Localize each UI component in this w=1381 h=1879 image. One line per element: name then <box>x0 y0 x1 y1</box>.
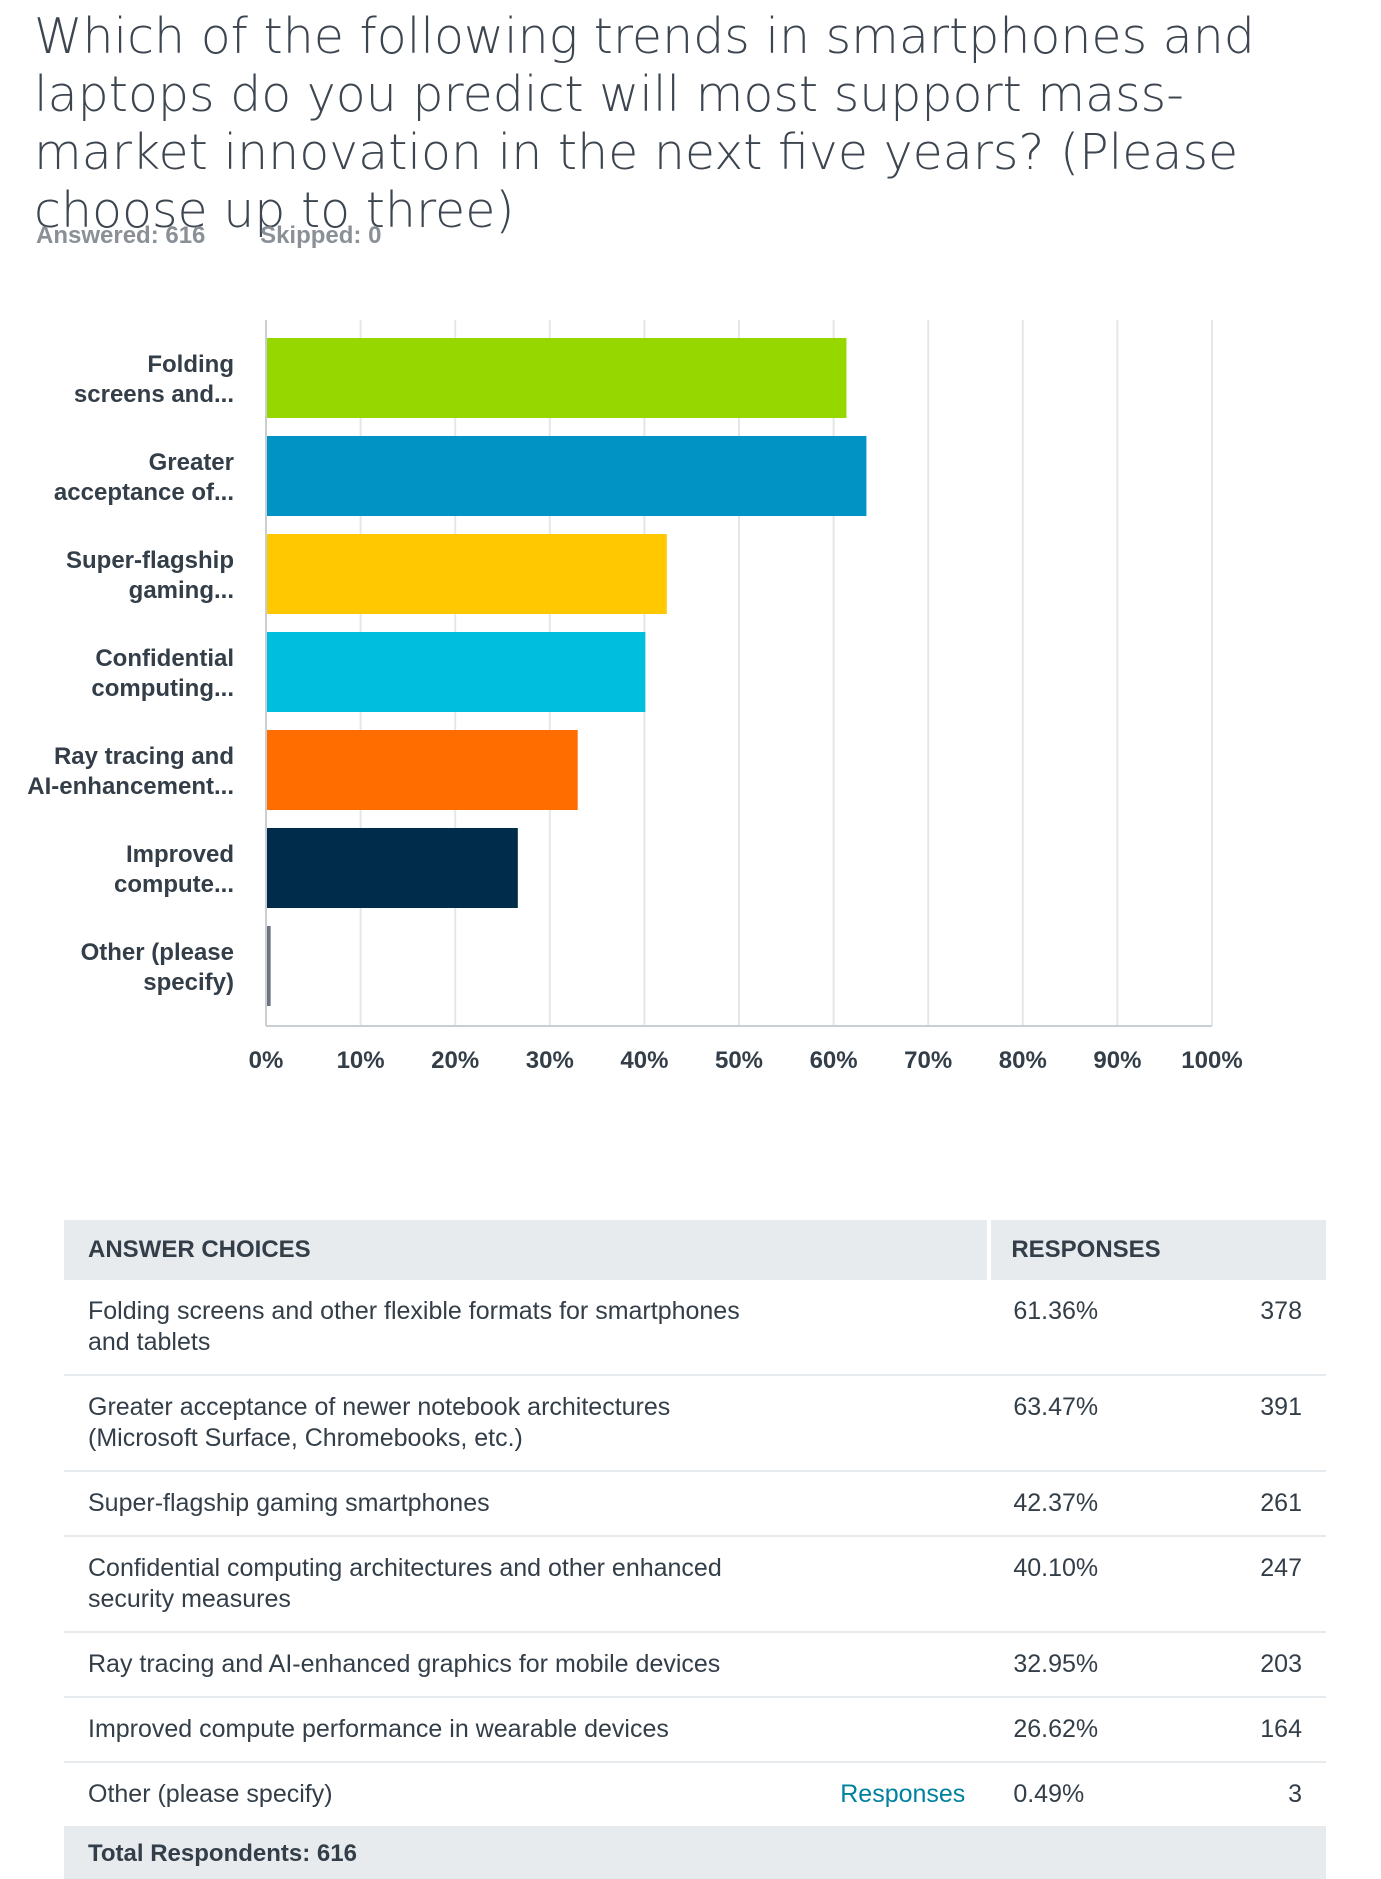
category-label: Greater acceptance of... <box>54 449 234 506</box>
table-header-row: ANSWER CHOICES RESPONSES <box>64 1220 1326 1280</box>
row-link-cell <box>774 1632 990 1698</box>
answer-choice: Confidential computing architectures and… <box>64 1536 775 1633</box>
response-percent: 42.37% <box>989 1471 1184 1537</box>
category-label: Confidential computing... <box>91 645 234 702</box>
responses-link[interactable]: Responses <box>840 1780 966 1808</box>
row-link-cell <box>774 1697 990 1763</box>
table-row: Greater acceptance of newer notebook arc… <box>64 1375 1326 1472</box>
table-row: Folding screens and other flexible forma… <box>64 1280 1326 1376</box>
x-tick-label: 10% <box>337 1047 385 1074</box>
bar <box>266 632 646 712</box>
answer-choice: Improved compute performance in wearable… <box>64 1697 775 1763</box>
x-tick-label: 30% <box>526 1047 574 1074</box>
total-respondents: Total Respondents: 616 <box>64 1827 1326 1879</box>
bar-chart: Folding screens and... Greater acceptance o… <box>27 320 1243 1074</box>
answers-table: ANSWER CHOICES RESPONSES Folding screens… <box>64 1220 1326 1879</box>
response-count: 247 <box>1183 1536 1326 1633</box>
response-percent: 0.49% <box>989 1762 1184 1828</box>
x-tick-label: 100% <box>1181 1047 1242 1074</box>
row-link-cell <box>774 1471 990 1537</box>
response-count: 378 <box>1183 1280 1326 1376</box>
response-count: 3 <box>1183 1762 1326 1828</box>
row-link-cell <box>774 1375 990 1472</box>
table-row: Improved compute performance in wearable… <box>64 1697 1326 1763</box>
response-count: 391 <box>1183 1375 1326 1472</box>
response-count: 203 <box>1183 1632 1326 1698</box>
answered-count: Answered: 616 <box>36 222 206 249</box>
x-tick-label: 90% <box>1093 1047 1141 1074</box>
response-percent: 40.10% <box>989 1536 1184 1633</box>
question-title: Which of the following trends in smartph… <box>34 8 1255 239</box>
bar <box>266 534 667 614</box>
bar <box>266 926 271 1006</box>
response-count: 261 <box>1183 1471 1326 1537</box>
x-tick-label: 20% <box>431 1047 479 1074</box>
row-link-cell: Responses <box>774 1762 990 1828</box>
table-row: Confidential computing architectures and… <box>64 1536 1326 1633</box>
x-tick-label: 60% <box>810 1047 858 1074</box>
bar <box>266 828 518 908</box>
x-tick-label: 70% <box>904 1047 952 1074</box>
category-label: Super-flagship gaming... <box>66 547 234 604</box>
table-row: Super-flagship gaming smartphones 42.37% 2… <box>64 1471 1326 1537</box>
x-tick-label: 0% <box>249 1047 284 1074</box>
bar <box>266 730 578 810</box>
table-row: Other (please specify) Responses 0.49% 3 <box>64 1762 1326 1828</box>
row-link-cell <box>774 1280 990 1376</box>
response-stats: Answered: 616 Skipped: 0 <box>36 222 429 250</box>
category-label: Other (please specify) <box>81 939 234 996</box>
bar <box>266 436 867 516</box>
answer-choice: Greater acceptance of newer notebook arc… <box>64 1375 775 1472</box>
x-tick-label: 50% <box>715 1047 763 1074</box>
x-tick-label: 80% <box>999 1047 1047 1074</box>
category-label: Improved compute... <box>114 841 234 898</box>
response-percent: 61.36% <box>989 1280 1184 1376</box>
category-label: Folding screens and... <box>74 351 234 408</box>
answer-choices-header: ANSWER CHOICES <box>64 1220 990 1280</box>
answer-choice: Super-flagship gaming smartphones <box>64 1471 775 1537</box>
bar <box>266 338 847 418</box>
answer-choice: Folding screens and other flexible forma… <box>64 1280 775 1376</box>
category-label: Ray tracing and AI-enhancement... <box>27 743 234 800</box>
response-percent: 32.95% <box>989 1632 1184 1698</box>
total-row: Total Respondents: 616 <box>64 1827 1326 1879</box>
x-tick-label: 40% <box>620 1047 668 1074</box>
responses-header: RESPONSES <box>987 1220 1326 1280</box>
answer-choice: Other (please specify) <box>64 1762 775 1828</box>
response-percent: 26.62% <box>989 1697 1184 1763</box>
response-count: 164 <box>1183 1697 1326 1763</box>
row-link-cell <box>774 1536 990 1633</box>
response-percent: 63.47% <box>989 1375 1184 1472</box>
skipped-count: Skipped: 0 <box>260 222 382 249</box>
answer-choice: Ray tracing and AI-enhanced graphics for… <box>64 1632 775 1698</box>
table-row: Ray tracing and AI-enhanced graphics for… <box>64 1632 1326 1698</box>
